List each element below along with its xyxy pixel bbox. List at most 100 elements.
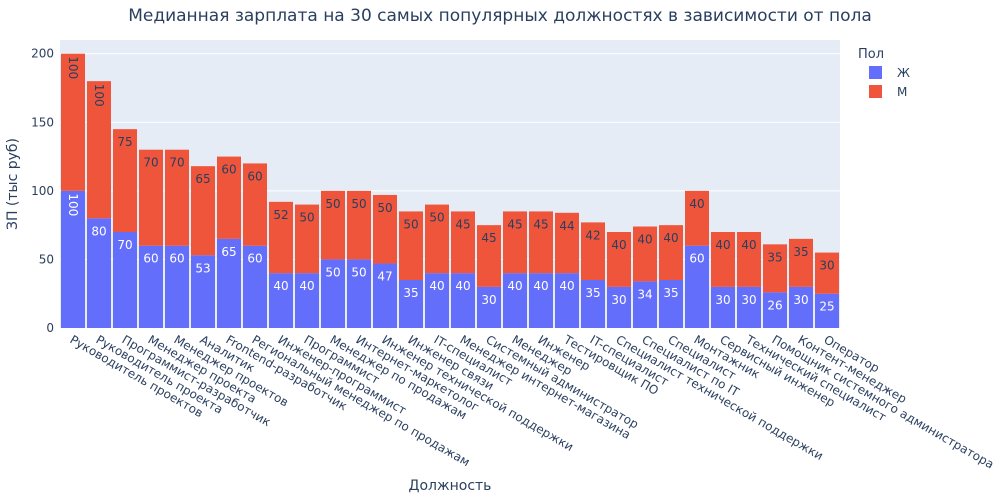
bar-m[interactable] (373, 194, 397, 264)
bar-m[interactable] (347, 190, 371, 260)
bar-f[interactable] (529, 273, 553, 328)
data-label: 30 (481, 293, 496, 307)
data-label: 100 (66, 56, 80, 79)
bar-m[interactable] (243, 163, 267, 246)
bar-m[interactable] (633, 226, 657, 282)
bar-m[interactable] (61, 53, 85, 191)
data-label: 35 (793, 245, 808, 259)
y-tick-label: 150 (31, 115, 54, 129)
bar-f[interactable] (217, 238, 241, 328)
data-label: 40 (507, 279, 522, 293)
bar-f[interactable] (503, 273, 527, 328)
bar-m[interactable] (789, 238, 813, 287)
bar-f[interactable] (347, 259, 371, 328)
data-label: 100 (66, 193, 80, 216)
bar-f[interactable] (607, 286, 631, 328)
bar-m[interactable] (165, 149, 189, 246)
bar-m[interactable] (399, 211, 423, 280)
data-label: 40 (299, 279, 314, 293)
bar-m[interactable] (659, 225, 683, 280)
bar-m[interactable] (607, 232, 631, 287)
bar-f[interactable] (373, 263, 397, 328)
data-label: 40 (533, 279, 548, 293)
bar-f[interactable] (763, 292, 787, 328)
bar-m[interactable] (113, 129, 137, 232)
bar-f[interactable] (295, 273, 319, 328)
bar-f[interactable] (165, 245, 189, 328)
data-label: 50 (377, 201, 392, 215)
data-label: 45 (533, 217, 548, 231)
bar-f[interactable] (321, 259, 345, 328)
data-label: 40 (741, 238, 756, 252)
bar-m[interactable] (191, 166, 215, 256)
bar-f[interactable] (581, 280, 605, 328)
bar-f[interactable] (659, 280, 683, 328)
bar-f[interactable] (113, 232, 137, 328)
bar-m[interactable] (451, 211, 475, 274)
legend-label-m: М (897, 85, 907, 99)
bar-f[interactable] (139, 245, 163, 328)
data-label: 40 (273, 279, 288, 293)
data-label: 50 (325, 197, 340, 211)
data-label: 42 (585, 228, 600, 242)
bar-f[interactable] (61, 190, 85, 328)
data-label: 70 (169, 156, 184, 170)
y-tick-labels: 0 50 100 150 200 (31, 47, 54, 335)
bar-f[interactable] (633, 281, 657, 328)
data-label: 30 (819, 259, 834, 273)
bar-m[interactable] (815, 252, 839, 294)
bar-f[interactable] (737, 286, 761, 328)
bar-m[interactable] (295, 204, 319, 274)
data-label: 50 (325, 265, 340, 279)
y-tick-label: 100 (31, 184, 54, 198)
data-label: 53 (195, 261, 210, 275)
legend-item-f[interactable]: Ж (869, 66, 910, 80)
bars: 100 100 80 100 70 75 60 70 60 70 53 65 65 60 60 60 40 52 4… (61, 53, 839, 328)
bar-m[interactable] (529, 211, 553, 274)
data-label: 60 (247, 252, 262, 266)
legend-item-m[interactable]: М (869, 85, 907, 99)
bar-f[interactable] (451, 273, 475, 328)
data-label: 70 (117, 238, 132, 252)
bar-m[interactable] (217, 156, 241, 239)
data-label: 35 (585, 286, 600, 300)
bar-f[interactable] (815, 293, 839, 328)
bar-m[interactable] (321, 190, 345, 260)
data-label: 35 (663, 286, 678, 300)
bar-m[interactable] (555, 212, 579, 274)
bar-f[interactable] (425, 273, 449, 328)
bar-f[interactable] (711, 286, 735, 328)
bar-f[interactable] (87, 218, 111, 328)
bar-m[interactable] (581, 222, 605, 280)
bar-f[interactable] (243, 245, 267, 328)
bar-f[interactable] (399, 280, 423, 328)
data-label: 50 (403, 217, 418, 231)
bar-f[interactable] (789, 286, 813, 328)
bar-m[interactable] (763, 244, 787, 293)
bar-m[interactable] (87, 81, 111, 219)
bar-m[interactable] (269, 201, 293, 274)
bar-m[interactable] (425, 204, 449, 274)
legend-title: Пол (858, 47, 884, 62)
legend[interactable]: Пол Ж М (858, 47, 910, 99)
bar-m[interactable] (503, 211, 527, 274)
bar-f[interactable] (191, 255, 215, 328)
data-label: 30 (715, 293, 730, 307)
y-axis-title: ЗП (тыс руб) (5, 138, 21, 230)
bar-f[interactable] (555, 273, 579, 328)
bar-m[interactable] (477, 225, 501, 287)
bar-f[interactable] (269, 273, 293, 328)
bar-m[interactable] (685, 190, 709, 246)
bar-m[interactable] (139, 149, 163, 246)
bar-m[interactable] (711, 232, 735, 287)
data-label: 40 (637, 233, 652, 247)
data-label: 30 (741, 293, 756, 307)
bar-f[interactable] (685, 245, 709, 328)
data-label: 60 (689, 252, 704, 266)
data-label: 45 (507, 217, 522, 231)
bar-f[interactable] (477, 286, 501, 328)
bar-m[interactable] (737, 232, 761, 287)
